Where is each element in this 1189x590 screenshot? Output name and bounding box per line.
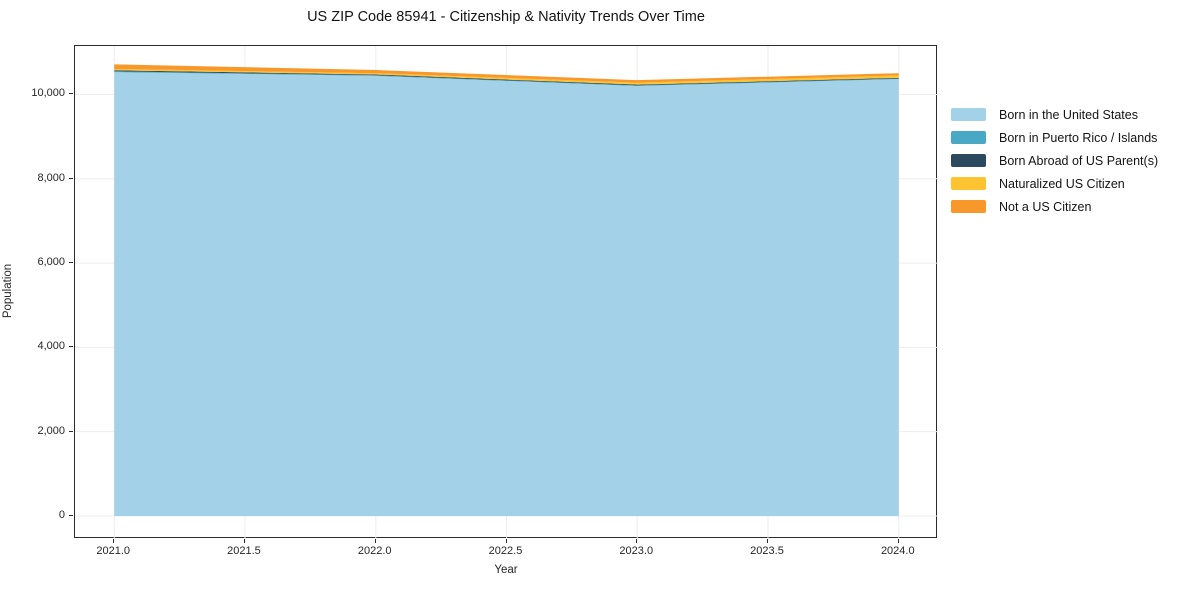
- legend-swatch-icon: [951, 177, 986, 190]
- legend-item-born-abroad-of-us-parent-s: Born Abroad of US Parent(s): [951, 149, 1158, 172]
- x-tick-label: 2021.5: [227, 545, 261, 557]
- y-tick-mark: [69, 177, 73, 179]
- y-tick-mark: [69, 262, 73, 264]
- legend-swatch-icon: [951, 200, 986, 213]
- x-tick-mark: [113, 539, 115, 543]
- y-tick-label: 10,000: [31, 87, 65, 100]
- area-naturalized-us-citizen: [114, 68, 899, 85]
- y-tick-label: 8,000: [37, 171, 65, 184]
- plot-area: [74, 45, 938, 539]
- x-tick-mark: [243, 539, 245, 543]
- legend-label: Born in the United States: [999, 107, 1138, 122]
- x-tick-mark: [505, 539, 507, 543]
- y-tick-mark: [69, 514, 73, 516]
- x-tick-label: 2022.0: [357, 545, 392, 557]
- legend-swatch-icon: [951, 108, 986, 121]
- legend-item-not-a-us-citizen: Not a US Citizen: [951, 195, 1158, 218]
- y-tick-mark: [69, 430, 73, 432]
- y-tick-label: 4,000: [37, 340, 65, 353]
- legend-item-born-in-puerto-rico-islands: Born in Puerto Rico / Islands: [951, 126, 1158, 149]
- legend-swatch-icon: [951, 131, 986, 144]
- x-axis-label: Year: [494, 564, 518, 576]
- x-tick-label: 2023.0: [619, 545, 654, 557]
- y-tick-mark: [69, 93, 73, 95]
- legend: Born in the United States Born in Puerto …: [951, 103, 1158, 218]
- legend-label: Not a US Citizen: [999, 199, 1092, 214]
- x-tick-mark: [767, 539, 768, 543]
- legend-label: Born Abroad of US Parent(s): [999, 153, 1159, 168]
- x-tick-mark: [636, 539, 638, 543]
- legend-item-born-in-the-united-states: Born in the United States: [951, 103, 1158, 126]
- chart-title: US ZIP Code 85941 - Citizenship & Nativi…: [307, 9, 705, 25]
- x-tick-label: 2022.5: [488, 545, 523, 557]
- area-born-abroad-of-us-parent-s: [114, 70, 899, 86]
- y-tick-label: 0: [58, 508, 65, 521]
- area-not-a-us-citizen: [114, 64, 899, 83]
- x-tick-label: 2024.0: [880, 545, 915, 557]
- stacked-area-svg: [75, 46, 938, 539]
- legend-swatch-icon: [951, 154, 986, 167]
- x-tick-mark: [897, 539, 899, 543]
- y-tick-label: 2,000: [37, 424, 65, 437]
- x-tick-mark: [374, 539, 376, 543]
- legend-item-naturalized-us-citizen: Naturalized US Citizen: [951, 172, 1158, 195]
- y-tick-label: 6,000: [37, 256, 65, 269]
- legend-label: Naturalized US Citizen: [999, 176, 1125, 191]
- legend-label: Born in Puerto Rico / Islands: [999, 130, 1158, 145]
- x-tick-label: 2021.0: [96, 545, 131, 557]
- y-axis-label: Population: [2, 263, 14, 319]
- y-tick-mark: [69, 346, 73, 348]
- area-born-in-puerto-rico-islands: [114, 71, 899, 87]
- area-born-in-the-united-states: [114, 72, 899, 516]
- x-tick-label: 2023.5: [750, 545, 784, 557]
